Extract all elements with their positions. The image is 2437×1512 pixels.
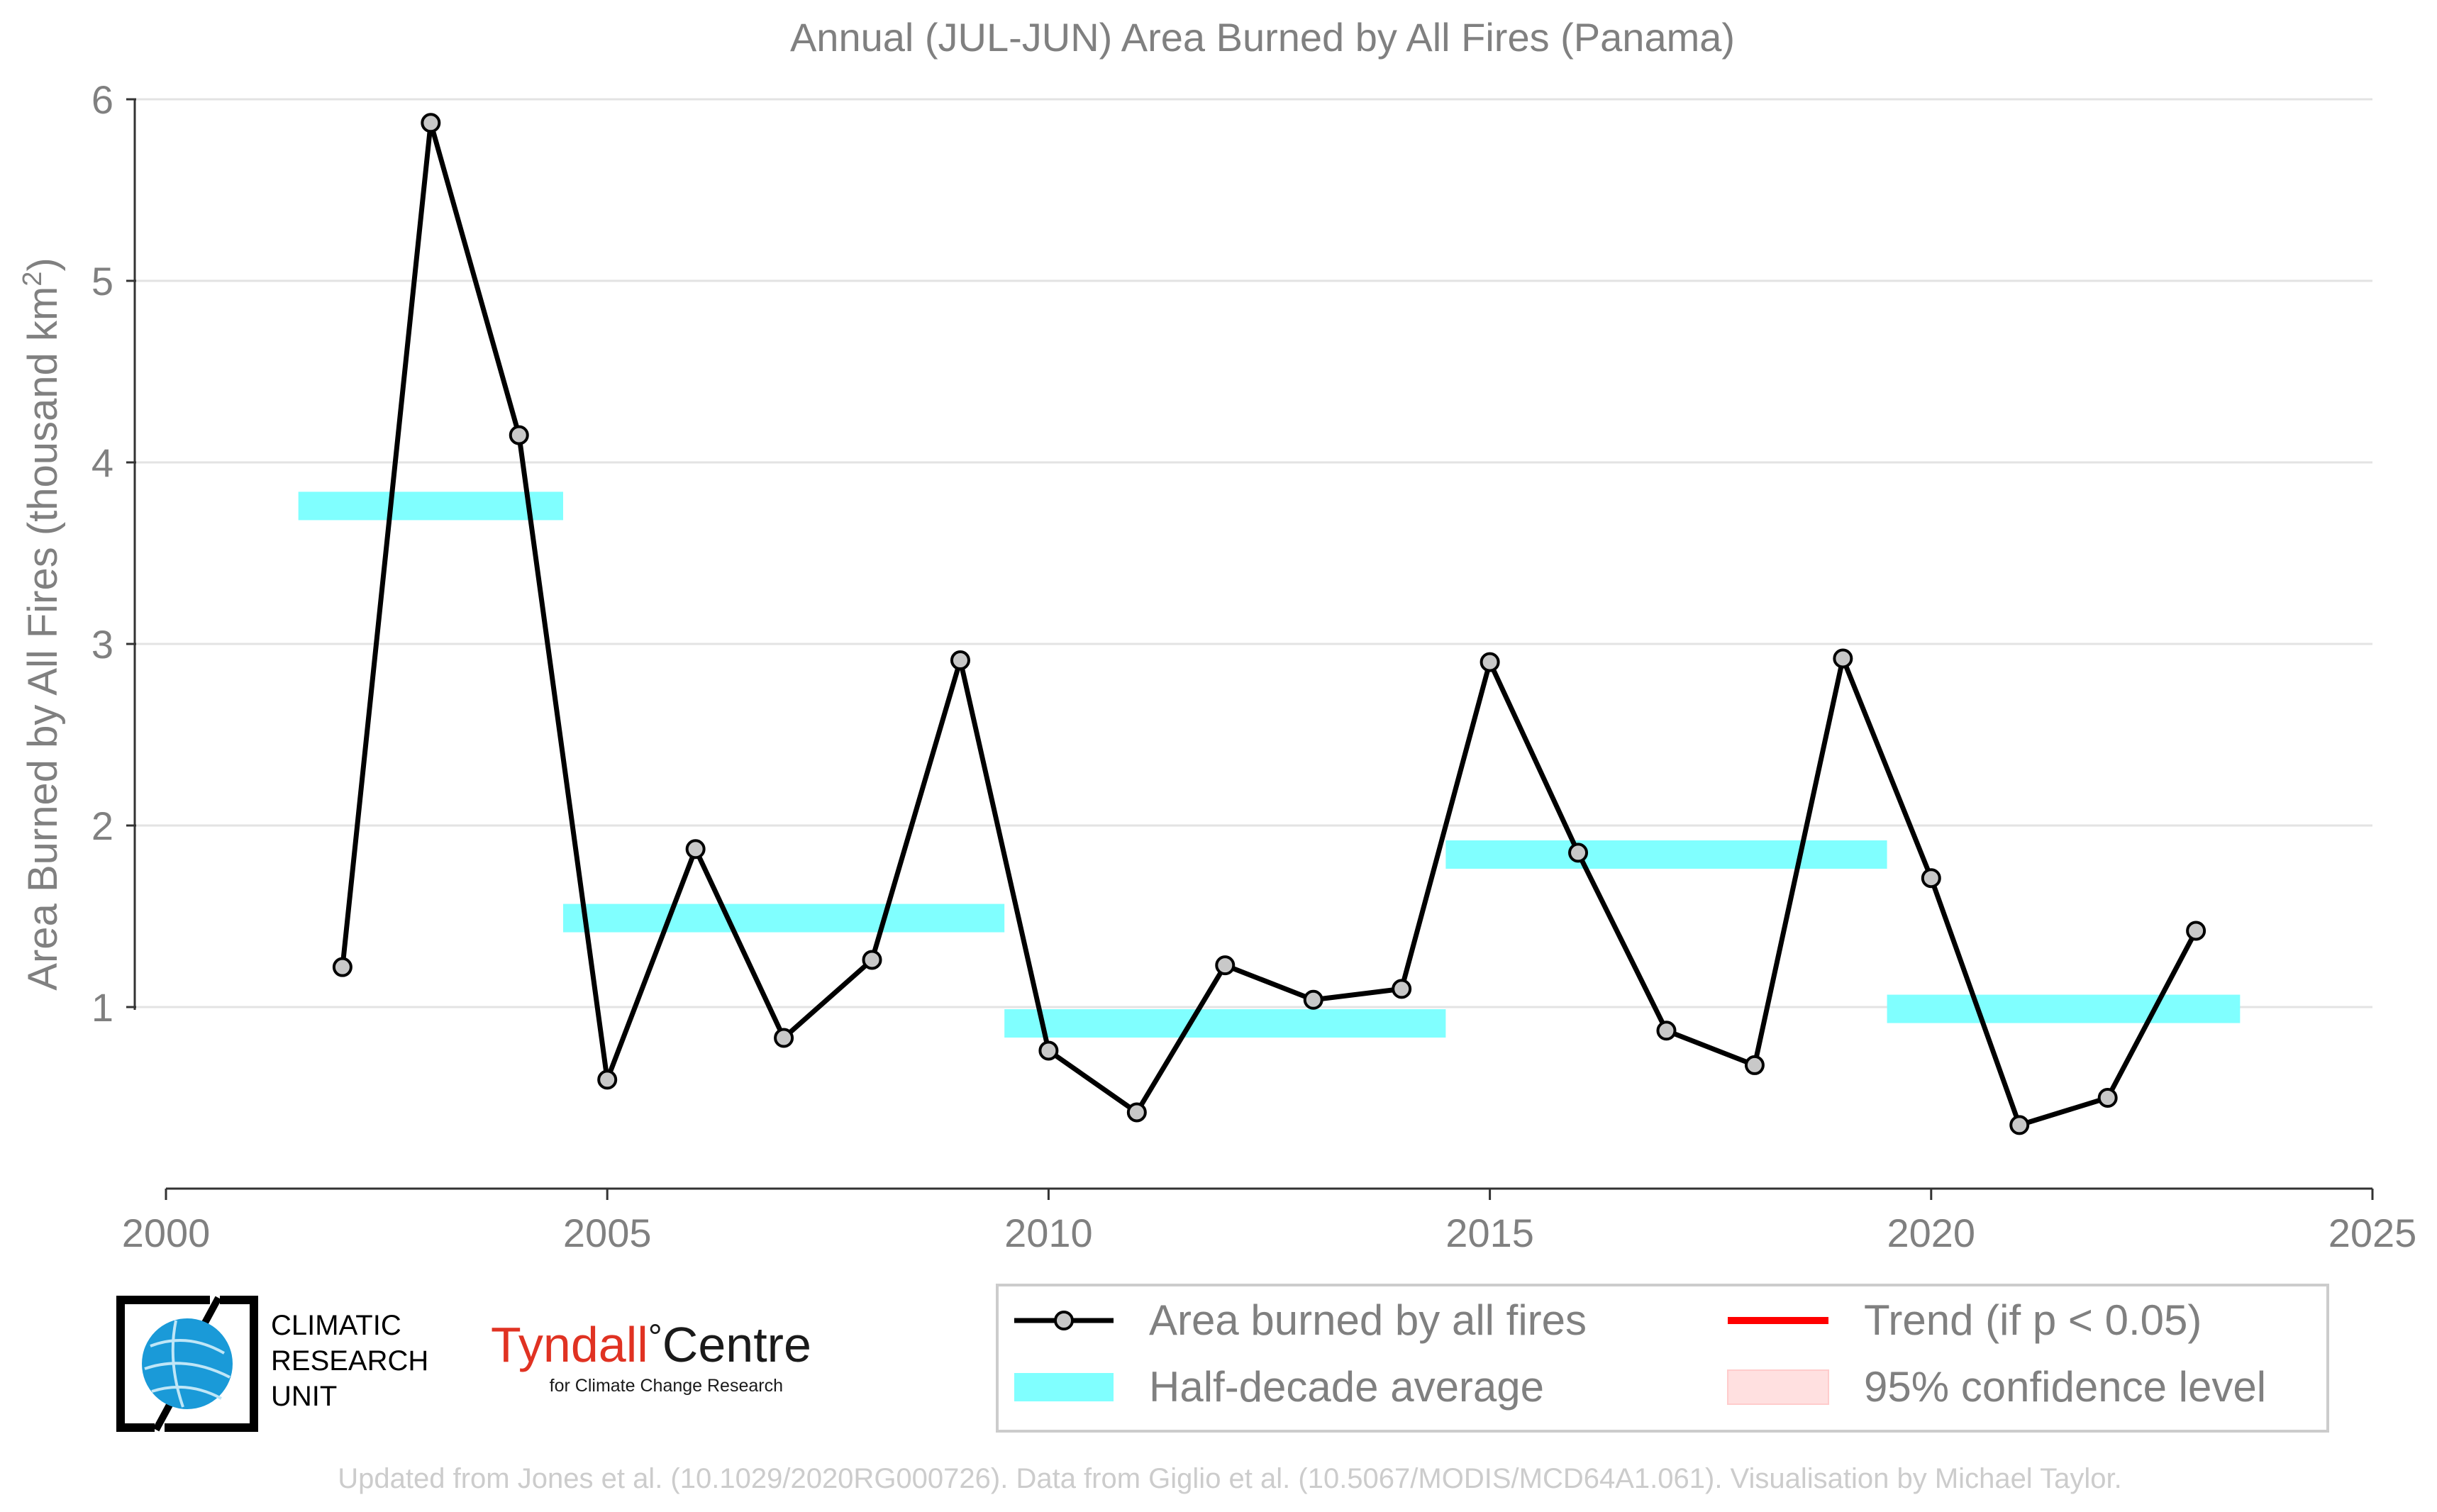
data-point-2014 (1392, 979, 1412, 999)
data-point-2006 (685, 839, 706, 860)
data-point-2022 (2097, 1088, 2118, 1108)
legend-swatch-confidence (1727, 1369, 1829, 1405)
y-axis-label-text: Area Burned by All Fires (thousand km (20, 287, 66, 991)
globe-icon-lines (144, 1320, 231, 1408)
x-tick-label-2010: 2010 (1004, 1211, 1093, 1255)
tyndall-logo: Tyndall°Centre for Climate Change Resear… (491, 1317, 811, 1396)
tyndall-degree: ° (648, 1317, 662, 1357)
data-point-2009 (950, 650, 970, 671)
legend-box (996, 1284, 2329, 1433)
svg-text:Area Burned by All Fires (thou: Area Burned by All Fires (thousand km2) (18, 257, 66, 990)
y-axis-label: Area Burned by All Fires (thousand km2) (18, 257, 66, 990)
y-tick-label-4: 4 (91, 440, 113, 485)
x-tick-label-2020: 2020 (1887, 1211, 1976, 1255)
legend-label-trend: Trend (if p < 0.05) (1864, 1296, 2202, 1344)
legend-label-halfdecade: Half-decade average (1149, 1363, 1544, 1411)
data-point-2018 (1744, 1055, 1765, 1075)
y-axis-label-end: ) (20, 257, 66, 271)
y-axis-label-sup: 2 (18, 272, 48, 287)
x-tick-label-2015: 2015 (1445, 1211, 1534, 1255)
y-tick-label-5: 5 (91, 259, 113, 304)
tyndall-name: Tyndall (491, 1317, 648, 1372)
data-point-2019 (1833, 648, 1853, 669)
data-point-2002 (332, 957, 352, 977)
legend-label-area: Area burned by all fires (1149, 1296, 1587, 1344)
data-point-2010 (1038, 1040, 1059, 1061)
chart-title: Annual (JUL-JUN) Area Burned by All Fire… (790, 15, 1735, 60)
cru-line-2: RESEARCH (271, 1345, 428, 1377)
legend: Area burned by all fires Half-decade ave… (996, 1284, 2329, 1433)
data-point-2013 (1303, 989, 1323, 1010)
data-point-2017 (1656, 1021, 1677, 1041)
axes (126, 98, 2374, 1200)
half-decade-band-4 (1887, 994, 2241, 1023)
y-tick-label-2: 2 (91, 804, 113, 848)
y-tick-label-6: 6 (91, 77, 113, 122)
data-point-2020 (1921, 868, 1941, 889)
y-tick-label-1: 1 (91, 985, 113, 1030)
footer-credit: Updated from Jones et al. (10.1029/2020R… (338, 1463, 2121, 1494)
tyndall-centre: Centre (662, 1317, 811, 1372)
cru-logo: CLIMATIC RESEARCH UNIT (116, 1296, 428, 1432)
half-decade-band-2 (1004, 1009, 1446, 1038)
y-tick-label-3: 3 (91, 622, 113, 667)
data-point-2012 (1215, 955, 1236, 976)
half-decade-band-3 (1445, 840, 1887, 869)
data-point-2015 (1480, 652, 1500, 672)
data-point-2008 (862, 950, 882, 970)
legend-swatch-marker (1054, 1311, 1074, 1330)
tick-labels: 1 2 3 4 5 6 2000 2005 2010 2015 2020 2025 (91, 77, 2416, 1255)
data-point-2005 (597, 1069, 618, 1090)
legend-label-confidence: 95% confidence level (1864, 1363, 2266, 1411)
cru-logo-frame (116, 1296, 258, 1432)
data-point-2021 (2009, 1115, 2030, 1135)
data-series (332, 113, 2206, 1135)
grid-lines (135, 98, 2372, 1008)
legend-swatch-band (1014, 1373, 1114, 1401)
x-tick-label-2005: 2005 (563, 1211, 652, 1255)
data-point-2007 (774, 1028, 794, 1048)
cru-line-3: UNIT (271, 1381, 337, 1412)
cru-line-1: CLIMATIC (271, 1310, 401, 1341)
x-tick-label-2000: 2000 (122, 1211, 211, 1255)
data-point-2023 (2186, 921, 2206, 941)
half-decade-bands (298, 491, 2241, 1038)
data-point-2004 (509, 425, 529, 445)
half-decade-band-0 (298, 491, 563, 521)
tyndall-sub: for Climate Change Research (550, 1376, 783, 1396)
data-point-2016 (1568, 843, 1589, 863)
svg-text:Tyndall°Centre: Tyndall°Centre (491, 1317, 811, 1372)
data-point-2011 (1126, 1102, 1147, 1123)
half-decade-band-1 (562, 904, 1005, 933)
series-line-0 (340, 120, 2199, 1128)
data-point-2003 (421, 113, 441, 133)
x-tick-label-2025: 2025 (2328, 1211, 2417, 1255)
